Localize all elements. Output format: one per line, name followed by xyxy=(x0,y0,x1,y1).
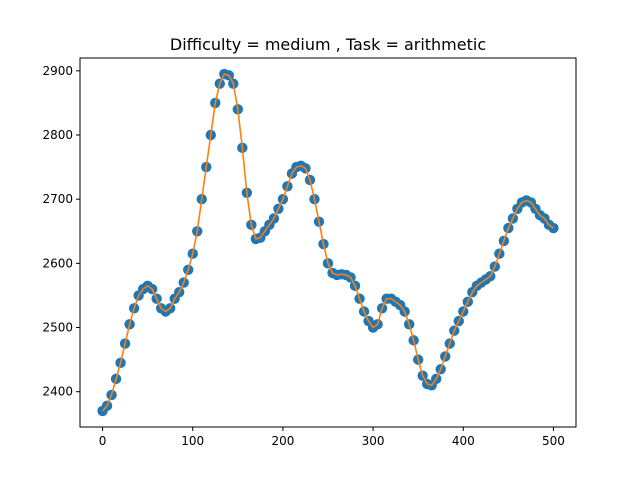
y-tick-label: 2400 xyxy=(42,385,73,399)
y-tick-label: 2700 xyxy=(42,192,73,206)
axes: 0 100 200 300 400 500 2400 2500 2600 2700 2800 2900 xyxy=(42,57,577,448)
x-tick-label: 300 xyxy=(362,434,385,448)
x-tick-label: 400 xyxy=(452,434,475,448)
chart-title: Difficulty = medium , Task = arithmetic xyxy=(170,35,486,54)
y-tick-label: 2500 xyxy=(42,321,73,335)
plot-area xyxy=(97,68,559,417)
series-line xyxy=(101,73,554,412)
x-tick-label: 200 xyxy=(271,434,294,448)
x-tick-label: 500 xyxy=(542,434,565,448)
plot-frame xyxy=(79,57,577,428)
x-tick-label: 100 xyxy=(181,434,204,448)
y-tick-label: 2600 xyxy=(42,256,73,270)
x-tick-label: 0 xyxy=(99,434,107,448)
y-tick-label: 2900 xyxy=(42,64,73,78)
y-tick-label: 2800 xyxy=(42,128,73,142)
